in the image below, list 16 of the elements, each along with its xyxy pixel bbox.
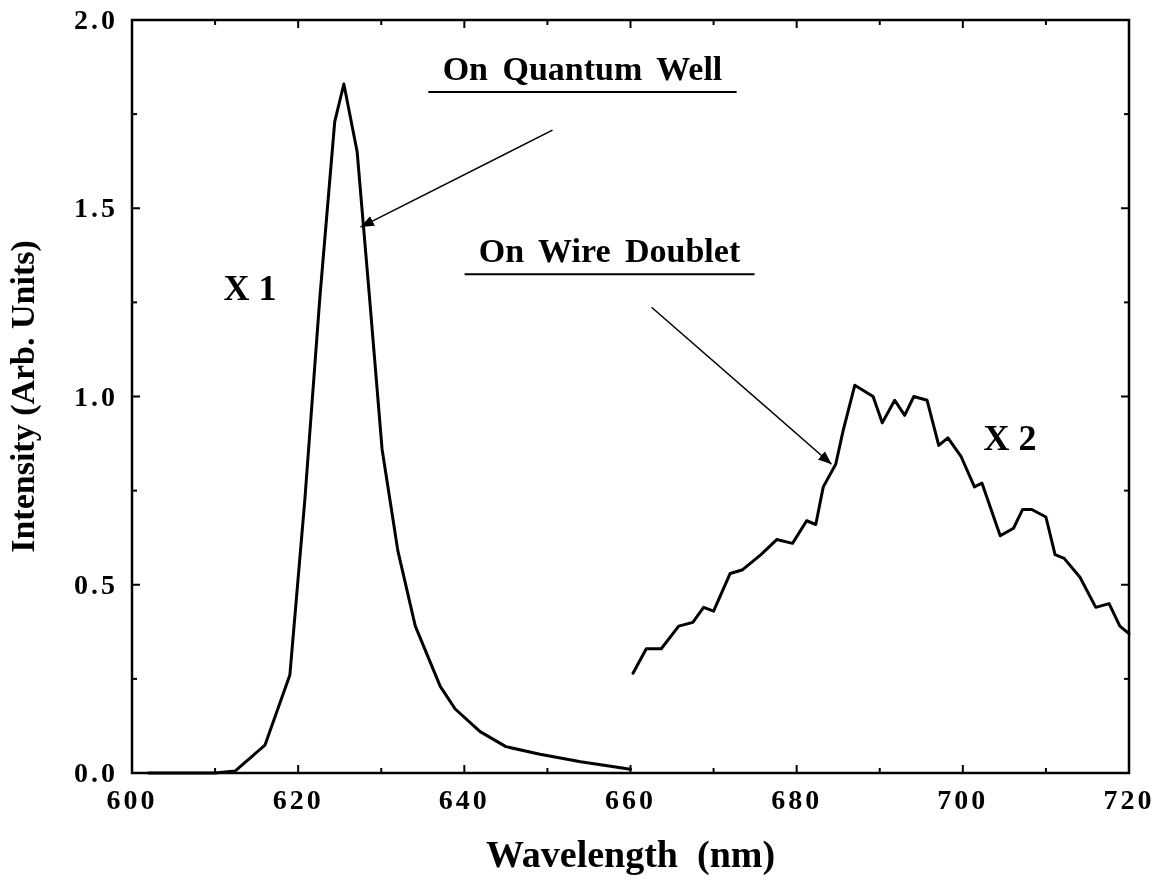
x-tick-label: 660	[605, 784, 656, 815]
x-tick-label: 620	[272, 784, 324, 815]
annotation: On Wire Doublet	[478, 232, 741, 270]
y-tick-label: 1.5	[74, 192, 118, 224]
x-axis-title: Wavelength (nm)	[485, 833, 776, 876]
x-tick-label: 700	[937, 784, 989, 815]
y-tick-label: 1.0	[74, 380, 118, 412]
x-tick-label: 680	[771, 784, 823, 815]
annotation: X 1	[223, 268, 277, 308]
y-tick-label: 2.0	[74, 4, 118, 35]
x-tick-label: 640	[438, 784, 490, 815]
annotation: X 2	[983, 418, 1037, 458]
x-tick-label: 720	[1103, 784, 1155, 815]
y-tick-label: 0.5	[74, 568, 118, 600]
annotation: On Quantum Well	[442, 50, 723, 88]
y-axis-title: Intensity (Arb. Units)	[4, 240, 42, 553]
